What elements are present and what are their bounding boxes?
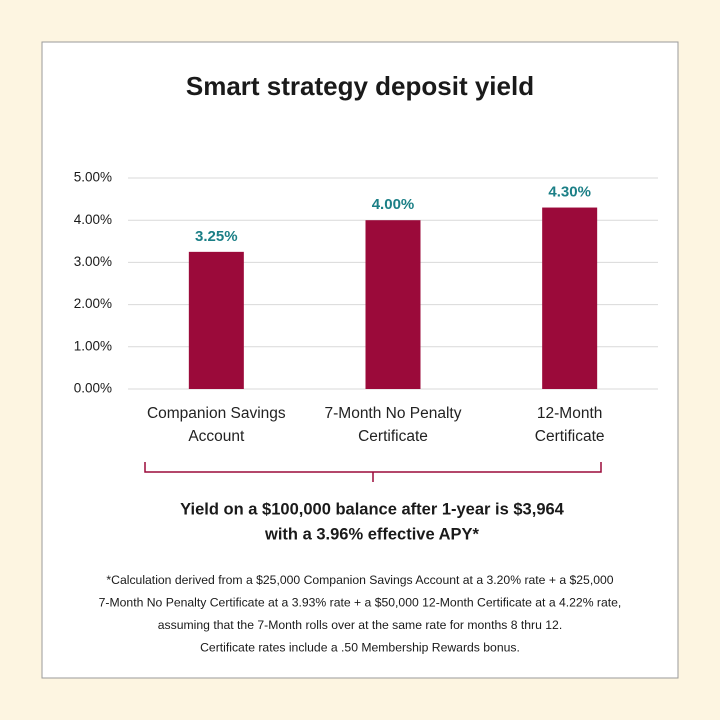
y-tick-label: 3.00% [74,254,112,269]
bar [188,251,244,389]
summary-line: with a 3.96% effective APY* [264,525,480,543]
x-tick-label: 12-Month Certificate [534,405,605,445]
value-label: 4.00% [372,196,415,213]
y-tick-label: 1.00% [74,338,112,353]
chart-title: Smart strategy deposit yield [186,71,534,101]
footnote-line: *Calculation derived from a $25,000 Comp… [106,573,613,587]
footnote-line: assuming that the 7-Month rolls over at … [158,618,562,632]
y-tick-label: 4.00% [74,212,112,227]
summary-line: Yield on a $100,000 balance after 1-year… [180,500,565,518]
bracket [144,462,602,482]
x-tick-label: 7-Month No Penalty Certificate [324,405,462,445]
footnote-line: 7-Month No Penalty Certificate at a 3.93… [99,596,622,610]
value-label: 3.25% [195,228,238,245]
y-tick-label: 5.00% [74,170,112,185]
y-tick-label: 2.00% [74,296,112,311]
x-tick-label: Companion Savings Account [146,405,286,445]
bar [542,207,598,389]
y-tick-label: 0.00% [74,381,112,396]
footnote-line: Certificate rates include a .50 Membersh… [200,641,520,655]
bar [365,220,421,389]
value-label: 4.30% [548,184,591,201]
